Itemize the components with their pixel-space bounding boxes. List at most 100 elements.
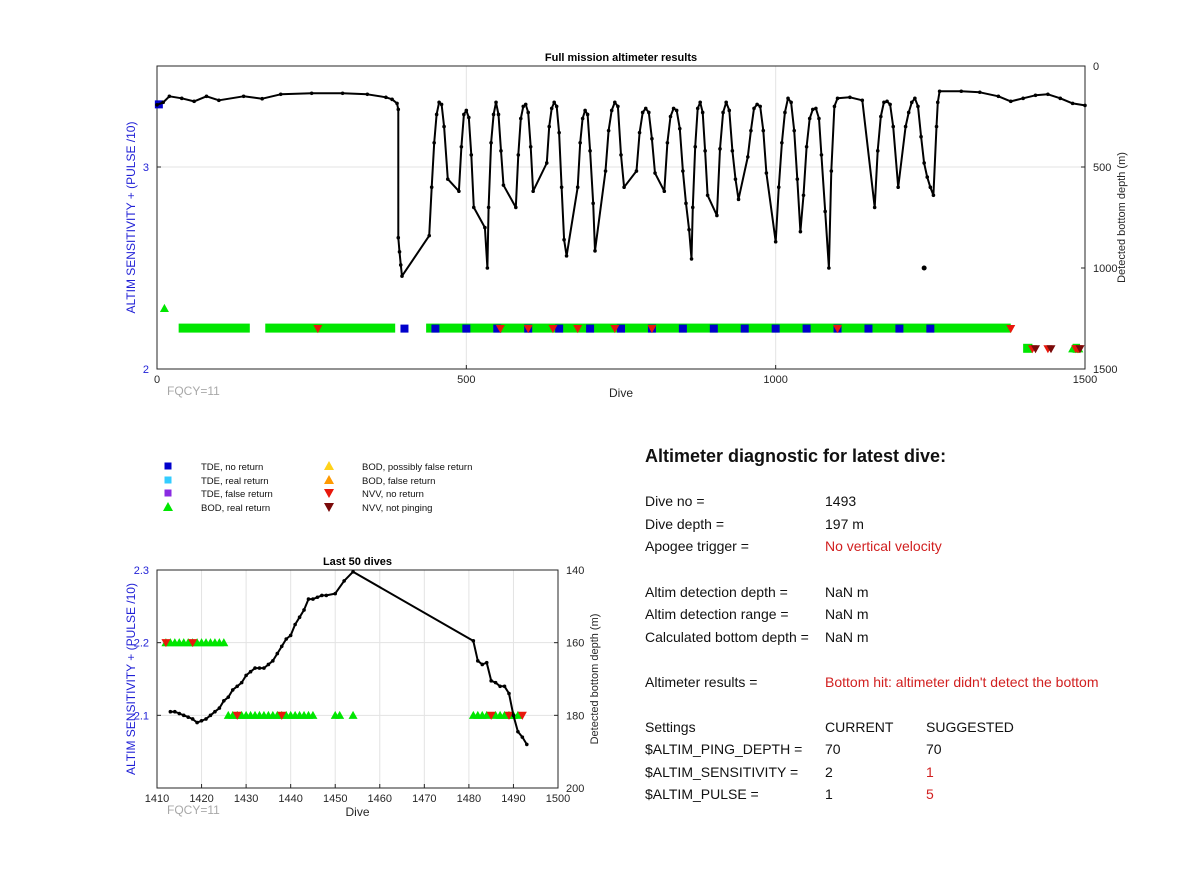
bottom-depth-point — [559, 185, 564, 189]
nvv-not-pinging-marker — [1046, 345, 1056, 354]
bottom-depth-point — [520, 735, 525, 739]
bottom-depth-point — [395, 101, 399, 106]
bottom-depth-point — [776, 185, 781, 189]
bottom-depth-point — [721, 110, 725, 115]
tde-no-return-marker — [493, 324, 502, 333]
nvv-no-return-marker — [573, 325, 583, 334]
bottom-depth-point — [640, 110, 645, 115]
bottom-depth-point — [832, 104, 837, 109]
bottom-depth-point — [827, 266, 831, 270]
bottom-depth-point — [564, 254, 569, 258]
legend-swatch-bod_real_return — [163, 502, 173, 511]
bottom-depth-point — [665, 140, 670, 145]
y2-tick-label: 200 — [566, 783, 584, 795]
bottom-depth-point — [637, 130, 642, 135]
bottom-depth-point — [320, 593, 324, 598]
x-tick-label: 500 — [457, 374, 475, 386]
bottom-depth-point — [937, 89, 942, 94]
nvv-no-return-marker — [647, 325, 657, 334]
bottom-depth-point — [928, 185, 933, 189]
diag-value-bottom-depth: NaN m — [825, 629, 869, 645]
bottom-depth-point — [230, 688, 235, 692]
bottom-depth-point — [279, 644, 284, 649]
bod-real-return-marker — [219, 638, 229, 647]
bottom-depth-point — [489, 679, 493, 683]
bottom-depth-point — [698, 100, 702, 105]
legend-swatch-tde_false_return — [164, 489, 172, 497]
bottom-depth-point — [167, 94, 172, 99]
bottom-depth-point — [493, 680, 498, 685]
bottom-depth-point — [342, 579, 346, 583]
diag-label-detection-depth: Altim detection depth = — [645, 584, 788, 600]
bottom-depth-point — [248, 669, 253, 674]
bottom-depth-point — [302, 608, 306, 612]
bottom-depth-point — [516, 729, 520, 734]
bottom-depth-point — [195, 720, 199, 725]
x-tick-label: 0 — [154, 374, 160, 386]
bottom-depth-point — [909, 100, 914, 105]
bottom-depth-point — [613, 100, 617, 105]
bottom-depth-point — [703, 149, 707, 153]
plot-frame — [156, 569, 559, 789]
diag-label-bottom-depth: Calculated bottom depth = — [645, 629, 809, 645]
bottom-depth-point — [459, 145, 464, 149]
nvv-not-pinging-marker — [1031, 345, 1041, 354]
bottom-depth-point — [266, 662, 271, 667]
bottom-depth-point — [588, 149, 592, 153]
y-axis-label: ALTIM SENSITIVITY + (PULSE /10) — [124, 583, 138, 775]
bottom-depth-point — [398, 263, 403, 267]
bottom-depth-point — [204, 94, 209, 99]
setting-name-pulse: $ALTIM_PULSE = — [645, 786, 759, 802]
bottom-depth-point — [445, 177, 450, 181]
bottom-depth-point — [351, 570, 355, 574]
full-mission-chart: 0 500 1000 1500 2 3 0 500 1000 1500 Full mission a… — [124, 52, 1128, 400]
diag-label-apogee: Apogee trigger = — [645, 538, 749, 554]
bottom-depth-point — [239, 680, 244, 685]
bottom-depth-point — [934, 124, 939, 129]
y-tick-label: 2.3 — [134, 565, 149, 577]
bottom-depth-point — [783, 110, 787, 115]
nvv-not-pinging-marker — [1075, 345, 1085, 354]
bottom-depth-point — [715, 213, 719, 218]
tde-no-return-marker — [555, 324, 564, 333]
bottom-depth-point — [260, 96, 264, 101]
bottom-depth-point — [489, 140, 493, 145]
bottom-depth-point — [333, 591, 338, 596]
bottom-depth-point — [668, 114, 673, 119]
legend-label-tde_no_return: TDE, no return — [201, 462, 263, 473]
bottom-depth-point — [872, 205, 877, 210]
bottom-depth-point — [752, 106, 756, 111]
bottom-depth-point — [476, 659, 480, 663]
settings-header-current: CURRENT — [825, 719, 894, 735]
bottom-depth-point — [288, 633, 293, 638]
bottom-depth-point — [528, 145, 533, 149]
bod-real-return-band — [1023, 343, 1033, 353]
diag-value-results: Bottom hit: altimeter didn't detect the … — [825, 674, 1099, 690]
bottom-depth-point — [935, 100, 940, 105]
bottom-depth-point — [724, 100, 728, 105]
bottom-depth-point — [996, 94, 1001, 99]
bottom-depth-point — [442, 124, 446, 129]
setting-current-sensitivity: 2 — [825, 764, 833, 780]
plot-area — [157, 66, 1085, 369]
bottom-depth-point — [814, 106, 818, 111]
legend-label-bod_possibly_false: BOD, possibly false return — [362, 462, 472, 473]
tde-no-return-marker — [802, 324, 811, 333]
bottom-depth-point — [544, 161, 549, 165]
bottom-depth-point — [222, 699, 226, 703]
nvv-no-return-marker — [277, 711, 287, 720]
nvv-no-return-marker — [517, 711, 527, 720]
bottom-depth-point — [835, 96, 840, 101]
bottom-depth-point — [523, 102, 528, 107]
y-tick-label: 2.2 — [134, 638, 149, 650]
settings-header-suggested: SUGGESTED — [926, 719, 1014, 735]
bottom-depth-point — [736, 197, 741, 202]
bottom-depth-point — [284, 637, 289, 641]
bottom-depth-point — [554, 104, 559, 109]
bottom-depth-point — [173, 709, 177, 714]
nvv-no-return-marker — [523, 325, 533, 334]
bottom-depth-line — [156, 90, 1086, 278]
bottom-depth-point — [931, 193, 936, 198]
x-axis-label: Dive — [345, 805, 369, 819]
bottom-depth-point — [531, 189, 535, 194]
